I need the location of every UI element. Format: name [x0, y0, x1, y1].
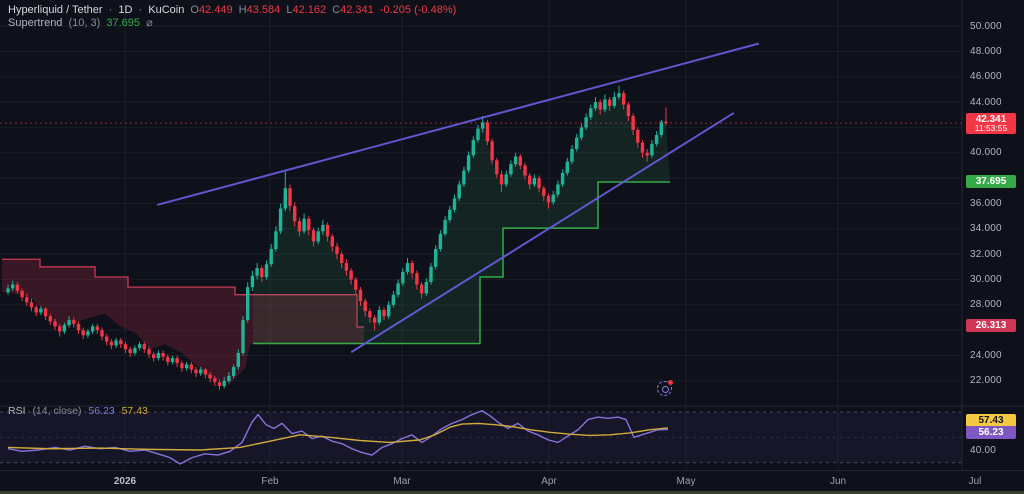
close-value: 42.341 — [340, 4, 374, 16]
rsi-ma-value: 57.43 — [121, 405, 148, 417]
timeframe-label[interactable]: 1D — [118, 4, 133, 16]
rsi-tick-label: 40.00 — [970, 444, 997, 456]
price-axis-value-label: 42.341 11:53:55 — [966, 113, 1016, 135]
trendline[interactable] — [157, 42, 759, 206]
rsi-line — [7, 410, 669, 465]
open-key: O — [190, 4, 199, 16]
time-axis-month-label: May — [676, 476, 696, 487]
price-tick-label: 30.000 — [970, 274, 1002, 285]
legend-separator: · — [138, 4, 143, 16]
symbol-title[interactable]: Hyperliquid / Tether — [8, 4, 103, 16]
rsi-ma-line — [7, 422, 669, 451]
supertrend-green-band — [252, 93, 670, 344]
price-tick-label: 34.000 — [970, 223, 1002, 235]
indicator-hidden-icon[interactable]: ⌀ — [146, 17, 153, 29]
price-axis-value-label: 26.313 — [966, 319, 1016, 333]
close-key: C — [332, 4, 341, 16]
rsi-params: (14, close) — [32, 405, 82, 417]
price-tick-label: 46.000 — [970, 71, 1002, 83]
supertrend-legend-row[interactable]: Supertrend (10, 3) 37.695 ⌀ — [8, 17, 459, 30]
change-value: -0.205 (-0.48%) — [379, 4, 457, 16]
symbol-legend-row[interactable]: Hyperliquid / Tether · 1D · KuCoin O42.4… — [8, 4, 459, 17]
supertrend-value: 37.695 — [106, 17, 141, 29]
price-tick-label: 28.000 — [970, 299, 1002, 311]
rsi-band-fill — [0, 412, 962, 463]
rsi-axis-value-label: 56.23 — [966, 426, 1016, 439]
low-value: 42.162 — [292, 4, 327, 16]
high-key: H — [238, 4, 247, 16]
alert-marker-icon[interactable] — [657, 380, 673, 396]
time-axis-month-label: Jun — [829, 476, 847, 487]
time-axis-year-label: 2026 — [113, 476, 137, 487]
supertrend-red-line — [2, 258, 364, 328]
window-bottom-edge — [0, 491, 1024, 494]
time-axis-month-label: Mar — [393, 476, 411, 487]
low-key: L — [286, 4, 293, 16]
alert-marker-core — [662, 386, 669, 393]
rsi-legend-row[interactable]: RSI (14, close) 56.23 57.43 — [8, 405, 152, 417]
open-value: 42.449 — [198, 4, 233, 16]
legend-separator: · — [108, 4, 113, 16]
price-axis-value-label: 37.695 — [966, 174, 1016, 188]
time-axis-month-label: Feb — [261, 476, 279, 487]
price-tick-label: 36.000 — [970, 197, 1002, 209]
supertrend-params: (10, 3) — [68, 17, 101, 29]
alert-badge-dot — [668, 380, 673, 385]
rsi-name[interactable]: RSI — [8, 405, 26, 417]
price-tick-label: 32.000 — [970, 248, 1002, 260]
time-axis-month-label: Apr — [541, 476, 557, 487]
time-axis-month-label: Jul — [968, 476, 982, 487]
price-axis[interactable]: 50.000 48.000 46.000 44.000 40.000 36.000 34.0… — [963, 0, 1024, 470]
rsi-value: 56.23 — [88, 405, 115, 417]
price-tick-label: 40.000 — [970, 147, 1002, 159]
high-value: 43.584 — [246, 4, 281, 16]
price-tick-label: 44.000 — [970, 96, 1002, 108]
supertrend-name[interactable]: Supertrend — [8, 17, 63, 29]
supertrend-red-band — [2, 259, 364, 384]
trendline[interactable] — [351, 112, 734, 353]
candlestick-series — [6, 85, 668, 390]
rsi-axis-value-label: 57.43 — [966, 414, 1016, 427]
exchange-label[interactable]: KuCoin — [148, 4, 185, 16]
supertrend-green-line — [253, 181, 670, 345]
price-tick-label: 24.000 — [970, 350, 1002, 362]
time-axis[interactable]: 2026 Feb Mar Apr May Jun Jul — [0, 470, 1024, 492]
price-tick-label: 22.000 — [970, 375, 1002, 387]
chart-legend: Hyperliquid / Tether · 1D · KuCoin O42.4… — [8, 4, 459, 30]
price-tick-label: 48.000 — [970, 45, 1002, 57]
price-tick-label: 50.000 — [970, 20, 1002, 32]
